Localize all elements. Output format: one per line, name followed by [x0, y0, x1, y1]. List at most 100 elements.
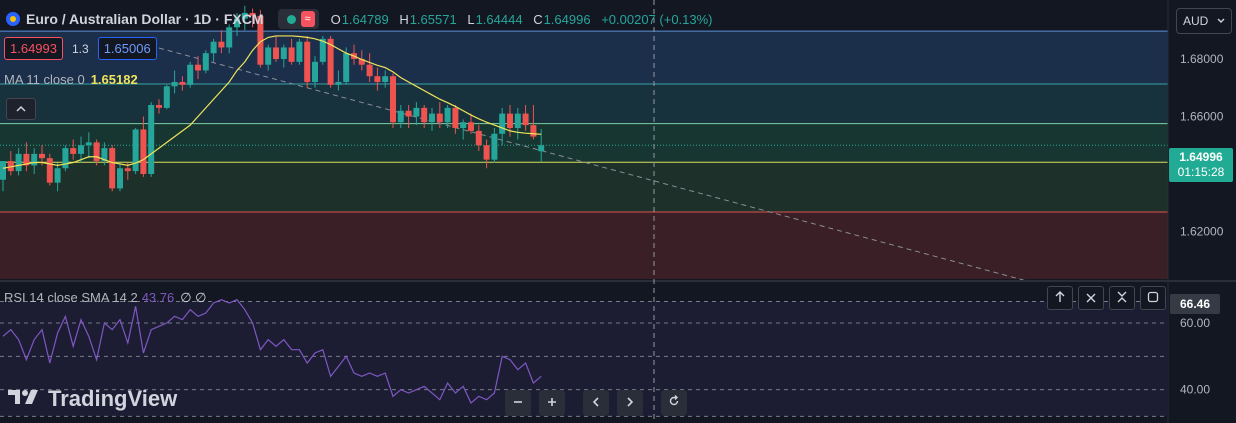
trade-panel: 1.64993 1.3 1.65006 — [4, 37, 157, 60]
candle-body — [444, 107, 451, 123]
candle-body — [70, 148, 77, 154]
candle-body — [265, 47, 272, 65]
candle-body — [273, 47, 279, 59]
wave-icon: ≈ — [300, 11, 315, 27]
currency-label: AUD — [1183, 14, 1209, 28]
chevron-right-icon — [627, 397, 634, 407]
last-price-tag: 1.64996 01:15:28 — [1169, 148, 1233, 182]
zoom-out-button[interactable] — [505, 390, 531, 416]
bar-countdown: 01:15:28 — [1177, 165, 1225, 179]
price-zone — [0, 83, 1168, 124]
candle-body — [85, 142, 92, 146]
candle-body — [343, 53, 350, 82]
candle-body — [132, 129, 139, 172]
chart-header: Euro / Australian Dollar · 1D · FXCM ≈ O… — [0, 6, 720, 32]
candle-body — [514, 113, 521, 128]
candle-body — [163, 86, 170, 108]
reset-chart-button[interactable] — [661, 390, 687, 416]
candle-body — [319, 38, 326, 62]
candle-body — [436, 113, 443, 123]
candle-body — [335, 81, 342, 85]
collapse-pane-button[interactable] — [1109, 286, 1135, 310]
scroll-left-button[interactable] — [583, 390, 609, 416]
price-axis-label: 1.68000 — [1180, 52, 1224, 66]
trend-line — [158, 47, 1025, 281]
symbol-title[interactable]: Euro / Australian Dollar · 1D · FXCM — [26, 11, 264, 27]
candle-body — [280, 47, 287, 59]
candle-body — [421, 107, 428, 123]
candle-body — [413, 107, 420, 117]
candle-body — [54, 168, 61, 183]
candle-body — [530, 125, 537, 137]
ohlc-low: 1.64444 — [475, 11, 523, 27]
spread-value: 1.3 — [72, 41, 89, 56]
ohlc-readout: O1.64789 H1.65571 L1.64444 C1.64996 +0.0… — [330, 11, 713, 27]
tradingview-logo[interactable]: TradingView — [8, 386, 177, 412]
candle-body — [538, 145, 545, 152]
zoom-in-button[interactable] — [539, 390, 565, 416]
candle-body — [78, 145, 84, 154]
candle-body — [31, 153, 38, 166]
candle-body — [195, 64, 201, 71]
candle-body — [117, 168, 123, 189]
candle-body — [397, 110, 404, 123]
candle-body — [39, 153, 45, 159]
candle-body — [296, 41, 303, 62]
candle-body — [522, 113, 529, 126]
candle-body — [140, 129, 147, 175]
candle-body — [156, 104, 162, 108]
market-status[interactable]: ≈ — [277, 9, 319, 29]
ma-label: MA 11 close 0 — [4, 72, 85, 87]
currency-select[interactable]: AUD — [1176, 8, 1232, 34]
candle-body — [46, 158, 53, 183]
candle-body — [171, 81, 178, 87]
rsi-line — [2, 298, 542, 404]
plus-icon — [548, 398, 556, 406]
rsi-legend[interactable]: RSI 14 close SMA 14 2 43.76 ∅ ∅ — [4, 290, 207, 306]
candle-body — [374, 76, 381, 82]
candle-body — [179, 81, 186, 85]
candle-body — [210, 41, 217, 54]
candle-body — [452, 107, 459, 128]
candle-body — [327, 38, 334, 85]
candle-body — [62, 148, 69, 169]
candle-body — [288, 47, 295, 62]
scroll-right-button[interactable] — [617, 390, 643, 416]
maximize-pane-button[interactable] — [1140, 286, 1166, 310]
candle-body — [7, 161, 14, 172]
price-axis-label: 1.66000 — [1180, 109, 1224, 123]
candle-body — [257, 15, 264, 65]
rsi-price-tag: 66.46 — [1170, 294, 1220, 314]
ma-line — [2, 35, 542, 169]
candle-body — [483, 145, 490, 160]
candle-body — [101, 148, 108, 162]
ohlc-high: 1.65571 — [409, 11, 457, 27]
candle-body — [218, 41, 225, 48]
candle-body — [304, 41, 311, 82]
minus-icon — [514, 401, 522, 403]
chevron-up-icon — [16, 105, 26, 112]
ohlc-change: +0.00207 (+0.13%) — [601, 11, 713, 27]
buy-button[interactable]: 1.65006 — [97, 37, 157, 60]
candle-body — [312, 61, 318, 82]
candle-body — [390, 76, 396, 123]
globe-icon — [6, 12, 20, 26]
sell-button[interactable]: 1.64993 — [4, 37, 63, 60]
collapse-icon — [1117, 291, 1127, 303]
move-up-button[interactable] — [1047, 286, 1073, 310]
candle-body — [468, 122, 474, 131]
collapse-legend-button[interactable] — [6, 98, 36, 120]
candle-body — [491, 133, 498, 160]
rsi-axis-label: 60.00 — [1180, 316, 1210, 330]
candle-body — [234, 18, 240, 28]
chevron-left-icon — [592, 397, 599, 407]
candle-body — [93, 142, 100, 162]
candle-body — [429, 113, 435, 123]
chevron-down-icon — [1217, 18, 1225, 23]
close-pane-button[interactable] — [1078, 286, 1104, 310]
candle-body — [109, 148, 116, 189]
candle-body — [475, 130, 482, 146]
ma-legend[interactable]: MA 11 close 0 1.65182 — [4, 72, 138, 87]
candle-body — [405, 110, 412, 117]
